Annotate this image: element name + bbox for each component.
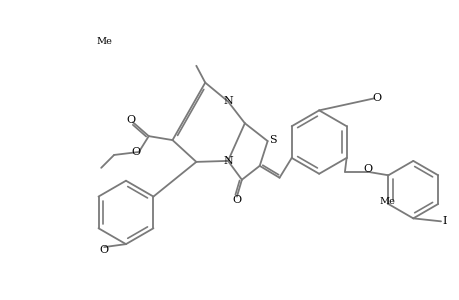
- Text: O: O: [131, 147, 140, 157]
- Text: O: O: [232, 194, 241, 205]
- Text: O: O: [371, 94, 381, 103]
- Text: N: N: [223, 97, 232, 106]
- Text: N: N: [223, 156, 232, 166]
- Text: O: O: [100, 245, 108, 255]
- Text: I: I: [442, 216, 446, 226]
- Text: O: O: [362, 164, 371, 174]
- Text: Me: Me: [379, 197, 395, 206]
- Text: S: S: [268, 135, 276, 145]
- Text: O: O: [126, 115, 135, 125]
- Text: Me: Me: [96, 37, 112, 46]
